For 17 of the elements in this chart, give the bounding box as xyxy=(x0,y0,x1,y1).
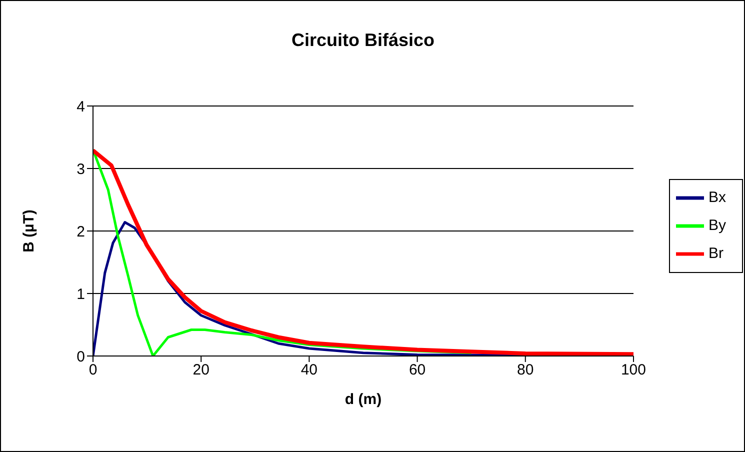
legend-label: Br xyxy=(708,244,724,262)
x-tick-label: 40 xyxy=(300,362,318,379)
x-tick-label: 100 xyxy=(620,362,646,379)
y-tick-label: 4 xyxy=(76,98,85,116)
legend-label: Bx xyxy=(708,188,726,206)
y-tick-label: 2 xyxy=(76,223,85,240)
x-axis-title: d (m) xyxy=(344,391,382,408)
y-tick-label: 3 xyxy=(76,160,85,178)
y-tick-label: 1 xyxy=(76,286,85,303)
x-tick-label: 0 xyxy=(88,362,98,379)
y-axis-title: B (µT) xyxy=(20,210,38,252)
x-tick-label: 80 xyxy=(517,362,534,379)
x-tick-label: 60 xyxy=(408,362,426,379)
chart-title: Circuito Bifásico xyxy=(290,30,436,51)
y-tick-label: 0 xyxy=(76,348,85,366)
legend-label: By xyxy=(708,216,726,234)
x-tick-label: 20 xyxy=(192,362,210,379)
